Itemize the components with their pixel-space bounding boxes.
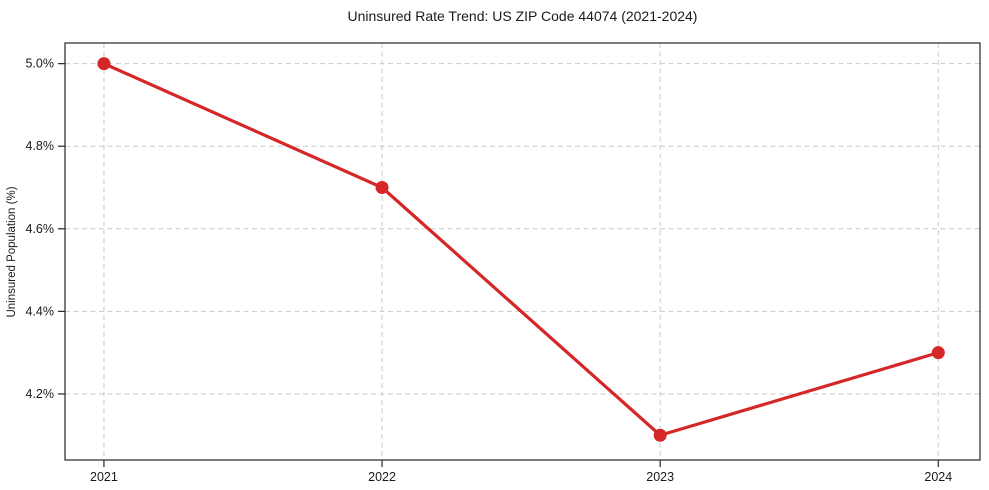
trend-line	[102, 62, 940, 437]
y-tick-label: 4.4%	[26, 304, 55, 318]
y-tick-label: 4.8%	[26, 139, 55, 153]
chart-title: Uninsured Rate Trend: US ZIP Code 44074 …	[347, 8, 698, 24]
x-tick-label: 2024	[924, 470, 952, 484]
plot-border	[64, 42, 981, 461]
x-tick-label: 2021	[90, 470, 118, 484]
data-point-marker	[375, 181, 389, 195]
data-point-marker	[653, 428, 667, 442]
data-point-marker	[931, 346, 945, 360]
y-tick-label: 4.6%	[26, 222, 55, 236]
data-point-marker	[97, 57, 111, 71]
y-tick-label: 4.2%	[26, 387, 55, 401]
x-tick-label: 2022	[368, 470, 396, 484]
x-tick-label: 2023	[646, 470, 674, 484]
y-tick-label: 5.0%	[26, 57, 55, 71]
